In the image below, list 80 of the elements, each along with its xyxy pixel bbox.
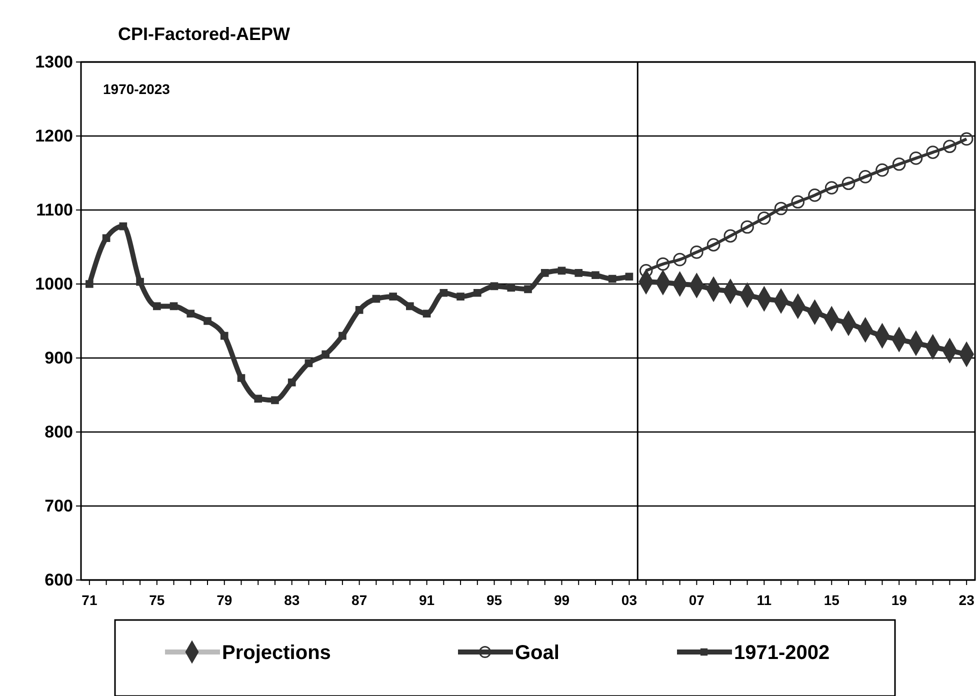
point xyxy=(119,222,128,230)
point xyxy=(757,211,771,225)
point xyxy=(322,350,330,358)
point xyxy=(791,195,805,209)
y-tick-label: 1000 xyxy=(35,274,73,294)
point xyxy=(876,163,889,177)
point xyxy=(540,268,549,277)
point xyxy=(422,310,431,318)
y-tick-label: 700 xyxy=(44,496,73,516)
y-tick-label: 1100 xyxy=(36,200,73,220)
point xyxy=(774,202,788,216)
x-tick-label: 79 xyxy=(216,592,232,608)
point xyxy=(102,234,110,242)
point xyxy=(136,278,144,286)
point xyxy=(440,288,448,297)
point xyxy=(808,188,822,202)
point xyxy=(355,306,364,314)
point xyxy=(456,292,464,300)
point xyxy=(673,252,686,266)
point xyxy=(706,238,720,252)
legend-label: Goal xyxy=(515,642,560,664)
point xyxy=(943,140,956,154)
x-tick-label: 03 xyxy=(621,592,638,608)
point xyxy=(824,181,838,194)
point xyxy=(724,229,738,243)
point xyxy=(909,152,923,165)
y-tick-label: 1200 xyxy=(35,126,73,146)
point xyxy=(338,332,346,340)
y-tick-label: 600 xyxy=(44,570,73,590)
x-tick-label: 11 xyxy=(756,592,772,608)
point xyxy=(892,157,906,171)
point xyxy=(926,146,940,159)
point xyxy=(558,266,566,275)
point xyxy=(690,246,704,259)
x-tick-label: 07 xyxy=(688,592,705,608)
point xyxy=(304,359,313,368)
point xyxy=(574,268,583,277)
point xyxy=(170,302,178,310)
point xyxy=(507,284,516,292)
x-tick-label: 19 xyxy=(891,592,908,608)
x-tick-label: 99 xyxy=(554,592,570,608)
point xyxy=(254,394,262,403)
point xyxy=(86,280,94,288)
x-tick-label: 83 xyxy=(284,592,300,608)
chart-title: CPI-Factored-AEPW xyxy=(118,24,290,44)
point xyxy=(656,257,670,271)
point xyxy=(842,176,856,190)
point xyxy=(152,302,161,310)
point xyxy=(490,282,498,290)
y-tick-label: 800 xyxy=(44,422,73,442)
point xyxy=(271,396,279,404)
point xyxy=(220,332,228,340)
point xyxy=(592,271,600,280)
x-tick-label: 91 xyxy=(419,592,435,608)
point xyxy=(625,272,634,281)
x-tick-label: 95 xyxy=(486,592,502,608)
x-tick-label: 71 xyxy=(82,592,98,608)
point xyxy=(639,264,653,278)
y-tick-label: 900 xyxy=(44,348,73,368)
point xyxy=(473,288,482,297)
point xyxy=(372,294,380,303)
legend-label: 1971-2002 xyxy=(734,642,830,664)
point xyxy=(740,220,754,234)
x-tick-label: 15 xyxy=(824,592,840,608)
x-tick-label: 23 xyxy=(958,592,975,608)
point xyxy=(288,378,296,386)
point xyxy=(524,285,532,294)
point xyxy=(406,302,414,310)
y-tick-label: 1300 xyxy=(35,52,73,72)
x-tick-label: 87 xyxy=(352,592,368,608)
annotation: 1970-2023 xyxy=(103,81,170,97)
point xyxy=(608,274,616,283)
point xyxy=(858,170,872,184)
point xyxy=(389,292,397,300)
point xyxy=(960,132,974,146)
point xyxy=(204,317,212,325)
legend-label: Projections xyxy=(222,642,331,664)
x-tick-label: 75 xyxy=(149,592,165,608)
point xyxy=(237,374,246,382)
point xyxy=(186,310,195,318)
